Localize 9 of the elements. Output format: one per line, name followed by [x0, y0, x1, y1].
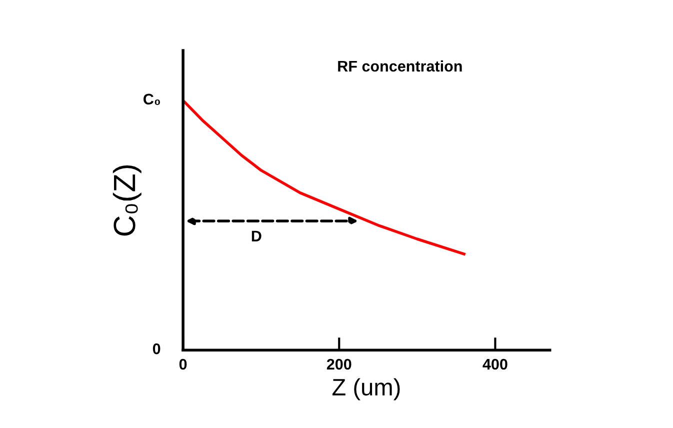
text: RF concentration — [338, 60, 462, 72]
y-axis-title: C₀(Z) — [112, 165, 142, 236]
annotation: D — [252, 230, 262, 242]
x-tick-label: 0 — [179, 358, 187, 370]
x-tick-label: 400 — [482, 358, 508, 370]
x-axis-title: Z (um) — [332, 378, 400, 400]
x-tick-label: 200 — [326, 358, 352, 370]
annotation: C₀ — [144, 94, 160, 105]
text: 0 — [152, 343, 160, 354]
